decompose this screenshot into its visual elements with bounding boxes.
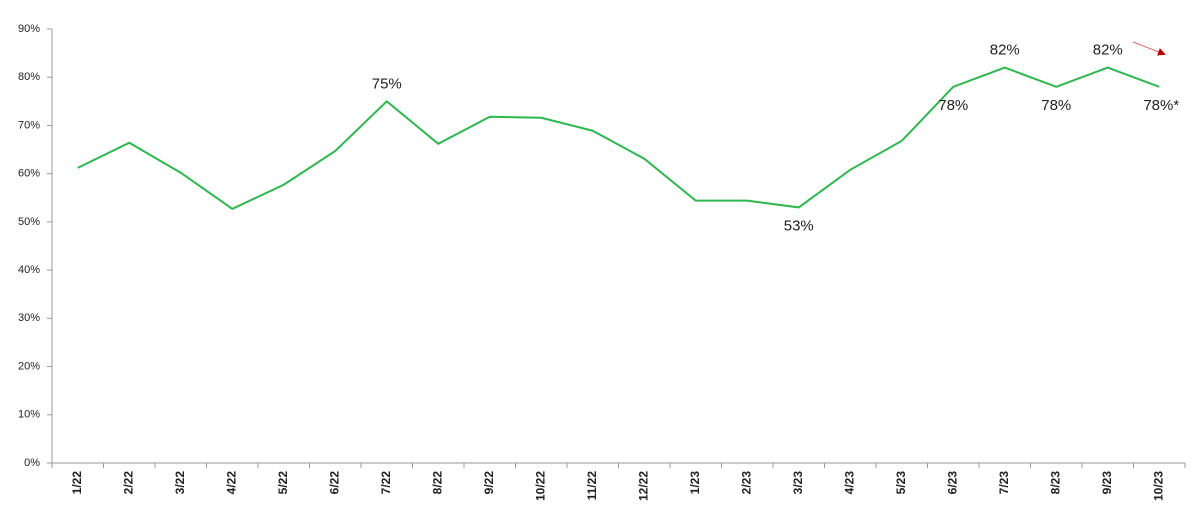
x-tick-label: 2/22 (121, 471, 135, 495)
data-label: 78% (938, 97, 968, 114)
data-label: 53% (784, 217, 814, 234)
x-tick-label: 9/22 (482, 471, 496, 495)
x-tick-label: 10/22 (533, 471, 547, 501)
y-tick-label: 60% (18, 168, 40, 180)
data-label: 75% (372, 75, 402, 92)
y-tick-label: 10% (18, 409, 40, 421)
x-tick-label: 4/23 (842, 471, 856, 495)
x-tick-label: 10/23 (1151, 471, 1165, 501)
x-tick-label: 6/23 (945, 471, 959, 495)
line-series (77, 66, 1160, 211)
y-tick-label: 40% (18, 264, 40, 276)
data-label: 78% (1041, 97, 1071, 114)
x-tick-label: 6/22 (327, 471, 341, 495)
y-tick-label: 70% (18, 119, 40, 131)
x-tick-label: 5/23 (894, 471, 908, 495)
y-tick-label: 0% (24, 457, 40, 469)
x-tick-label: 3/23 (791, 471, 805, 495)
y-tick-label: 30% (18, 312, 40, 324)
x-tick-label: 12/22 (636, 471, 650, 501)
x-tick-label: 5/22 (276, 471, 290, 495)
x-tick-label: 3/22 (173, 471, 187, 495)
y-tick-label: 90% (18, 23, 40, 35)
data-label: 82% (990, 42, 1020, 59)
data-label: 82% (1093, 42, 1123, 59)
x-tick-label: 8/23 (1048, 471, 1062, 495)
x-tick-label: 7/22 (379, 471, 393, 495)
y-tick-label: 80% (18, 71, 40, 83)
x-tick-label: 4/22 (224, 471, 238, 495)
x-tick-label: 1/22 (70, 471, 84, 495)
x-tick-label: 9/23 (1100, 471, 1114, 495)
x-tick-label: 8/22 (430, 471, 444, 495)
x-tick-label: 2/23 (739, 471, 753, 495)
x-tick-label: 1/23 (688, 471, 702, 495)
y-tick-label: 20% (18, 360, 40, 372)
y-tick-label: 50% (18, 216, 40, 228)
x-tick-label: 7/23 (997, 471, 1011, 495)
trend-arrow (1132, 41, 1166, 56)
data-label: 78%* (1143, 97, 1179, 114)
x-tick-label: 11/22 (585, 471, 599, 501)
